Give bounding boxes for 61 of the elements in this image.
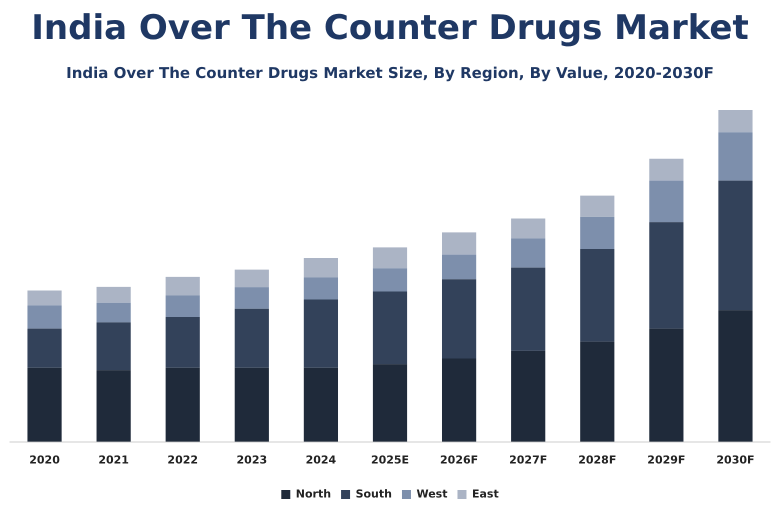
- bar: [372, 291, 408, 364]
- bar: [580, 216, 614, 250]
- bar: [234, 270, 269, 288]
- x-tick-label: 2026F: [440, 453, 478, 466]
- bar: [649, 328, 684, 442]
- bar: [166, 368, 200, 442]
- bar: [372, 364, 408, 442]
- bar: [442, 358, 476, 442]
- bar: [96, 286, 131, 303]
- bar: [96, 302, 131, 322]
- chart-subtitle: India Over The Counter Drugs Market Size, By Region, By Value, 2020-2030F: [65, 64, 715, 82]
- bar: [304, 278, 338, 300]
- bar: [372, 268, 408, 292]
- legend-label: West: [416, 487, 448, 500]
- bar: [580, 249, 614, 342]
- bar: [649, 222, 684, 329]
- x-tick-label: 2021: [98, 453, 129, 466]
- bar: [511, 238, 546, 268]
- x-tick-label: 2025E: [370, 453, 410, 466]
- legend-label: East: [472, 487, 499, 500]
- x-tick-label: 2028F: [578, 453, 616, 466]
- bar: [27, 368, 62, 442]
- x-tick-label: 2024: [306, 453, 337, 466]
- bar: [511, 218, 546, 238]
- bar: [27, 328, 62, 368]
- bar: [580, 342, 614, 442]
- bar: [166, 295, 200, 318]
- bar: [442, 232, 476, 255]
- bar: [166, 317, 200, 368]
- x-tick-label: 2023: [236, 453, 268, 466]
- bar: [718, 310, 753, 442]
- bar: [304, 368, 338, 442]
- bar: [234, 287, 269, 309]
- bar: [718, 132, 753, 181]
- x-tick-label: 2022: [167, 453, 198, 466]
- chart-title: India Over The Counter Drugs Market: [30, 8, 750, 48]
- bar: [718, 110, 753, 132]
- bar: [442, 254, 476, 280]
- bar: [511, 350, 546, 442]
- x-tick-label: 2020: [29, 453, 60, 466]
- legend-label: South: [356, 487, 392, 500]
- x-tick-label: 2029F: [647, 453, 686, 466]
- bar: [304, 258, 338, 278]
- bar: [718, 180, 753, 310]
- bar: [234, 308, 269, 368]
- x-tick-label: 2027F: [509, 453, 548, 466]
- bar: [580, 196, 614, 217]
- bar: [511, 268, 546, 351]
- bar: [372, 247, 408, 268]
- bar: [442, 279, 476, 359]
- bar: [27, 305, 62, 329]
- bar: [96, 370, 131, 442]
- bar: [649, 180, 684, 222]
- bar: [27, 290, 62, 306]
- x-tick-label: 2030F: [716, 453, 755, 466]
- legend-label: North: [296, 487, 332, 500]
- bar: [304, 299, 338, 368]
- bar: [96, 322, 131, 370]
- bar: [649, 158, 684, 181]
- bar: [166, 276, 200, 296]
- bar: [234, 368, 269, 442]
